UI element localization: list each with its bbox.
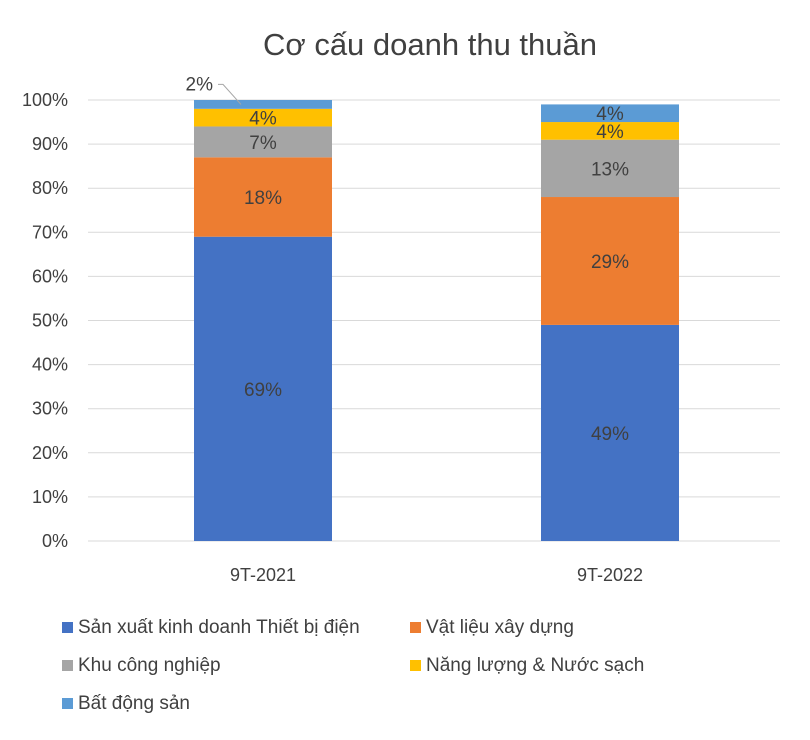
y-tick-label: 60%: [32, 266, 68, 286]
bar-segment: [541, 139, 679, 198]
y-tick-label: 10%: [32, 487, 68, 507]
y-axis-ticks: 0% 10% 20% 30% 40% 50% 60% 70% 80% 90% 100%: [22, 90, 68, 551]
chart-title: Cơ cấu doanh thu thuần: [263, 27, 597, 62]
y-tick-label: 80%: [32, 178, 68, 198]
data-label: 49%: [591, 424, 629, 445]
legend: Sản xuất kinh doanh Thiết bị điện Vật liệ…: [62, 617, 644, 714]
bar-segment: [541, 197, 679, 325]
legend-swatch: [62, 698, 73, 709]
data-labels: 69%18%7%4%2%49%29%13%4%4%: [186, 74, 630, 445]
legend-swatch: [410, 660, 421, 671]
legend-swatch: [62, 622, 73, 633]
leader-line: [218, 83, 242, 105]
bar-segment: [541, 122, 679, 140]
data-label: 4%: [596, 122, 624, 143]
bar-segment: [541, 104, 679, 123]
bar-segment: [194, 108, 332, 127]
x-tick-label: 9T-2021: [230, 565, 296, 585]
bar-segment: [194, 157, 332, 237]
bar-segment: [194, 236, 332, 541]
y-tick-label: 100%: [22, 90, 68, 110]
legend-label: Bất động sản: [78, 693, 190, 714]
legend-label: Năng lượng & Nước sạch: [426, 655, 644, 676]
bars: [194, 100, 679, 541]
y-tick-label: 70%: [32, 222, 68, 242]
x-axis-ticks: 9T-2021 9T-2022: [230, 565, 643, 585]
data-label: 18%: [244, 188, 282, 209]
bar-segment: [194, 100, 332, 109]
y-tick-label: 30%: [32, 399, 68, 419]
data-label: 13%: [591, 159, 629, 180]
bar-segment: [541, 324, 679, 541]
data-label: 4%: [249, 109, 277, 130]
legend-swatch: [410, 622, 421, 633]
data-label: 4%: [596, 104, 624, 125]
bar-segment: [194, 126, 332, 158]
x-tick-label: 9T-2022: [577, 565, 643, 585]
y-tick-label: 20%: [32, 443, 68, 463]
legend-label: Vật liệu xây dựng: [426, 617, 574, 638]
legend-swatch: [62, 660, 73, 671]
legend-label: Sản xuất kinh doanh Thiết bị điện: [78, 617, 360, 638]
y-tick-label: 50%: [32, 311, 68, 331]
data-label: 7%: [249, 133, 277, 154]
data-label: 2%: [186, 74, 214, 95]
y-tick-label: 90%: [32, 134, 68, 154]
data-label: 69%: [244, 380, 282, 401]
y-tick-label: 0%: [42, 531, 68, 551]
data-label: 29%: [591, 252, 629, 273]
legend-label: Khu công nghiệp: [78, 655, 221, 676]
y-tick-label: 40%: [32, 355, 68, 375]
